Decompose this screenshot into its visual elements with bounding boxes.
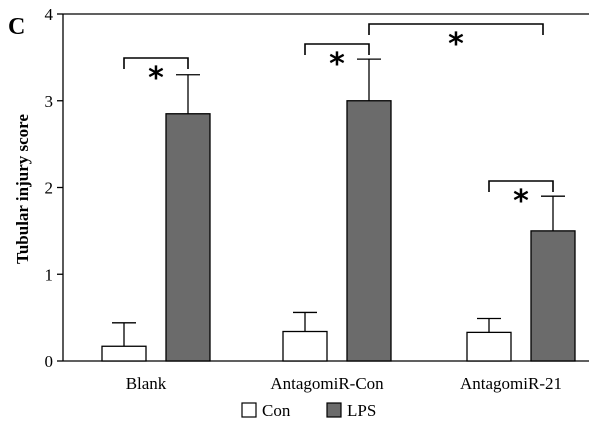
y-tick-label: 1 [45,265,54,284]
bracket-antagomir-21-star: * [513,184,529,219]
bar-con [466,331,512,362]
axes: 0 1 2 3 4 [45,5,589,371]
bar-lps [346,100,392,362]
category-labels: Blank AntagomiR-Con AntagomiR-21 [126,374,562,393]
bracket-blank [123,57,189,69]
significance-brackets: * * * * [123,23,554,219]
legend-label-con: Con [262,401,291,420]
y-axis-label: Tubular injury score [13,114,32,264]
bars [101,58,576,362]
bracket-across-groups [368,23,544,35]
y-tick-label: 0 [45,352,54,371]
bracket-antagomir-con [304,43,370,55]
legend: Con LPS [241,401,376,420]
y-tick-label: 3 [45,92,54,111]
category-label: AntagomiR-21 [460,374,562,393]
y-tick-label: 2 [45,179,54,198]
legend-swatch-con [241,402,257,418]
panel-label: C [8,14,25,40]
bar-lps [165,113,211,362]
bar-lps [530,230,576,362]
legend-swatch-lps [326,402,342,418]
bracket-blank-star: * [148,61,164,96]
bar-con [282,330,328,362]
category-label: Blank [126,374,167,393]
bracket-antagomir-21 [488,180,554,192]
bar-con [101,345,147,362]
category-label: AntagomiR-Con [270,374,384,393]
bracket-antagomir-con-star: * [329,47,345,82]
y-tick-label: 4 [45,5,54,24]
bracket-across-groups-star: * [448,27,464,62]
legend-label-lps: LPS [347,401,376,420]
